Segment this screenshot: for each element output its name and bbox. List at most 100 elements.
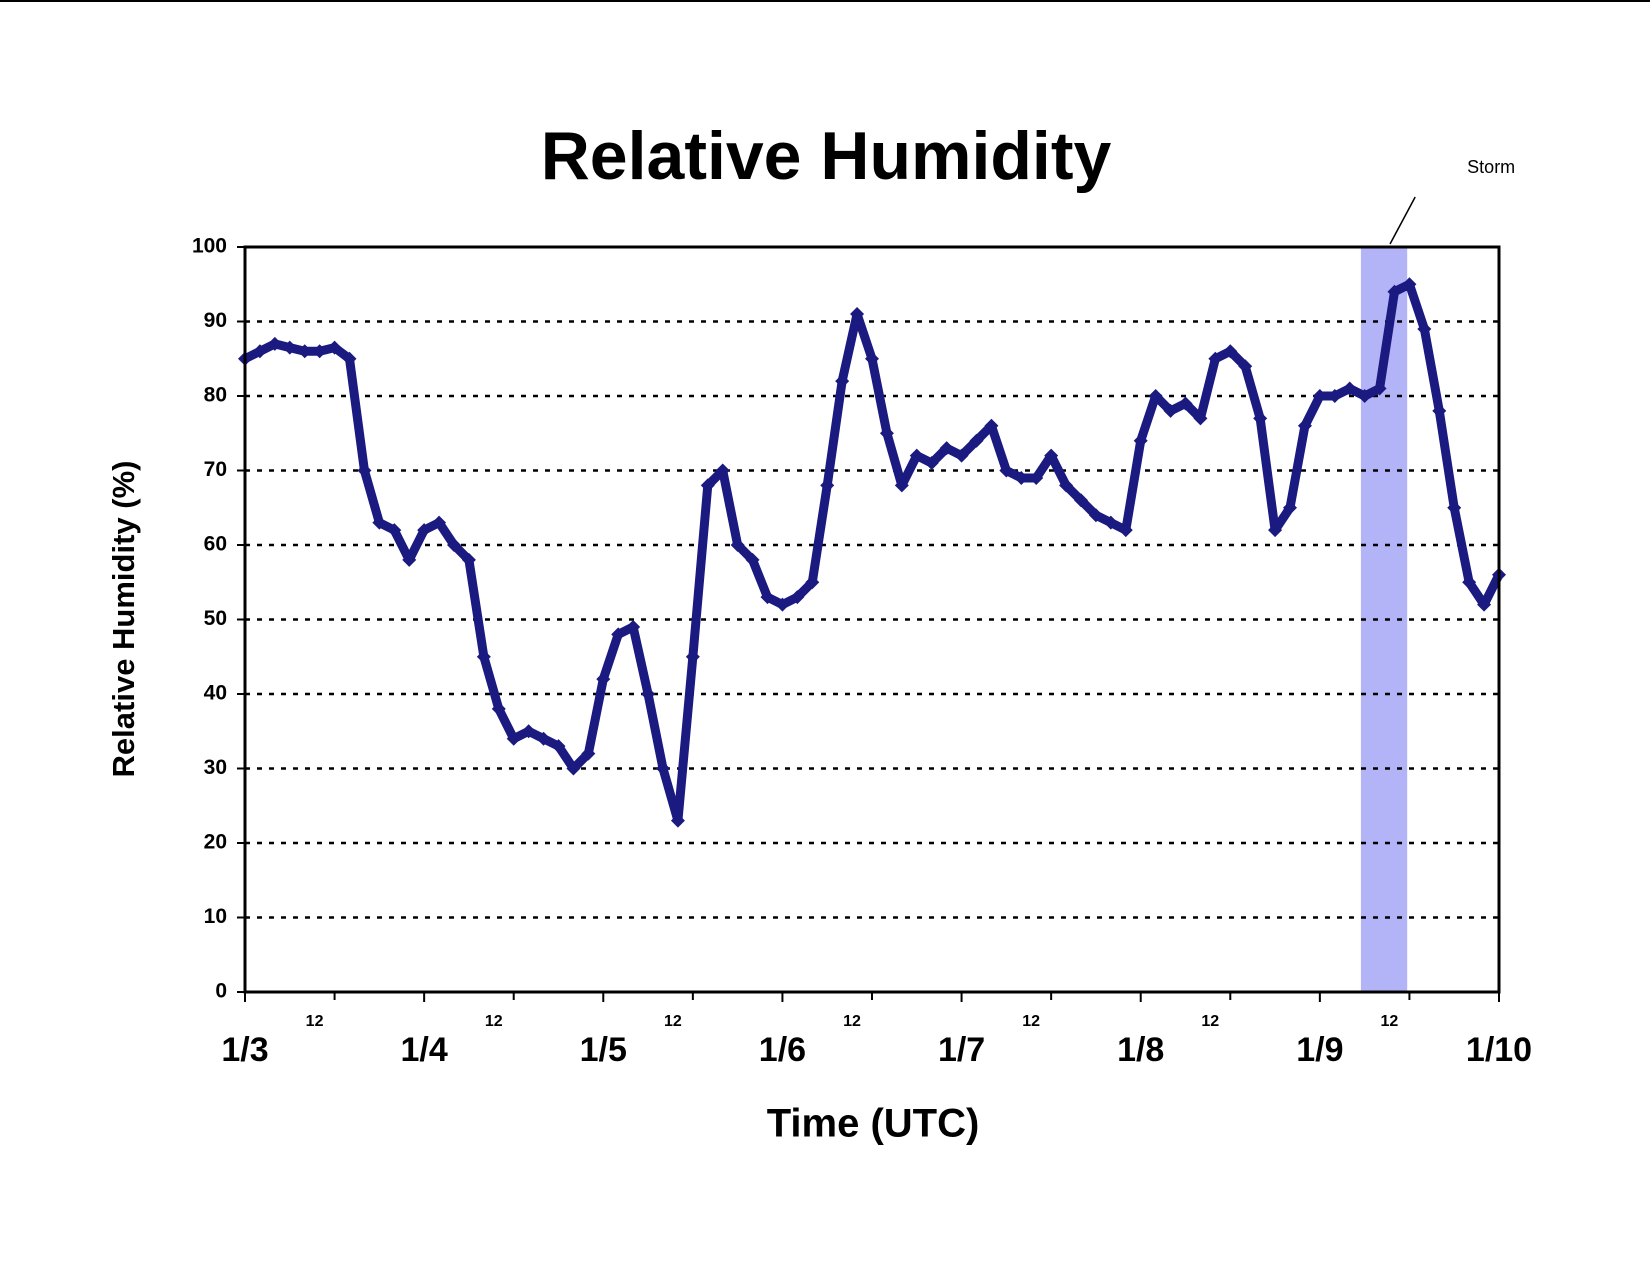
x-tick-label: 1/4 [401,1031,448,1069]
data-point [372,515,387,530]
data-point [865,351,879,366]
data-point [924,456,939,471]
y-tick-label: 10 [204,905,227,928]
data-point [656,761,670,776]
data-point [1193,411,1208,426]
data-point [312,344,327,359]
y-axis-label: Relative Humidity (%) [106,461,141,778]
x-minor-tick-label: 12 [1022,1013,1040,1030]
data-point [835,374,850,389]
data-point [1462,575,1477,590]
data-point [1283,500,1297,515]
data-point [1357,389,1372,403]
data-point [357,463,372,478]
data-point [760,590,775,605]
data-point [1447,500,1462,515]
x-tick-label: 1/9 [1296,1031,1343,1069]
data-point [1223,344,1238,359]
data-point [1014,470,1029,485]
y-tick-label: 40 [204,682,227,705]
data-point [984,418,999,433]
data-point [969,433,984,448]
x-tick-label: 1/3 [221,1031,268,1069]
x-tick-label: 1/8 [1117,1031,1164,1069]
data-point [715,463,730,478]
data-point [1387,284,1402,299]
data-point [999,463,1014,478]
data-point [491,701,506,716]
y-tick-label: 30 [204,756,227,779]
data-point [745,552,760,567]
y-tick-label: 20 [204,831,227,854]
data-point [1074,493,1088,508]
data-point [879,426,894,441]
data-point [909,448,924,463]
data-point [461,552,476,567]
data-point [282,340,297,355]
data-point [939,441,954,456]
y-tick-label: 90 [204,309,227,332]
data-point [670,813,685,828]
data-point [551,739,566,754]
x-minor-tick-label: 12 [306,1013,324,1030]
data-point [581,746,596,761]
data-point [611,627,626,642]
y-tick-label: 70 [204,458,227,481]
data-point [1133,433,1148,448]
data-point [417,523,432,538]
data-point [387,523,402,538]
data-point [1402,277,1417,292]
data-point [432,515,447,530]
data-point [1268,523,1283,538]
data-point [1148,389,1163,403]
y-tick-label: 50 [204,607,227,630]
data-point [626,619,641,634]
x-minor-tick-label: 12 [664,1013,682,1030]
data-point [566,761,581,776]
data-point [1477,597,1492,612]
data-point [506,731,521,746]
data-point [850,307,865,322]
data-point [894,478,909,493]
data-point [730,538,745,552]
data-point [267,336,282,351]
data-point [1088,508,1103,523]
storm-leader [1389,196,1416,245]
data-point [447,538,461,552]
data-point [521,724,536,739]
data-point [536,731,551,746]
x-tick-label: 1/7 [938,1031,985,1069]
data-point [775,597,790,612]
y-tick-label: 60 [204,533,227,556]
x-minor-tick-label: 12 [485,1013,503,1030]
data-point [1417,321,1432,336]
data-point [1163,403,1178,418]
x-tick-label: 1/10 [1466,1031,1532,1069]
data-point [1059,478,1074,493]
data-point [790,590,805,605]
data-point [1178,396,1193,411]
data-point [954,448,969,463]
y-tick-label: 100 [192,235,227,258]
x-tick-label: 1/5 [580,1031,627,1069]
data-point [1103,515,1118,530]
data-point [1208,351,1223,366]
data-point [805,575,820,590]
x-minor-tick-label: 12 [843,1013,861,1030]
plot-frame [243,245,1501,994]
data-point [402,552,417,567]
data-point [297,344,312,359]
storm-label: Storm [1467,157,1515,177]
y-tick-label: 80 [204,384,227,407]
data-point [342,351,357,366]
data-point [1253,411,1268,426]
data-point [476,649,491,664]
data-point [1312,389,1327,403]
data-point [1342,381,1357,396]
x-axis-label: Time (UTC) [767,1102,980,1146]
data-point [1029,470,1044,485]
data-point [700,478,715,493]
data-point [327,340,342,355]
data-point [1238,359,1253,374]
